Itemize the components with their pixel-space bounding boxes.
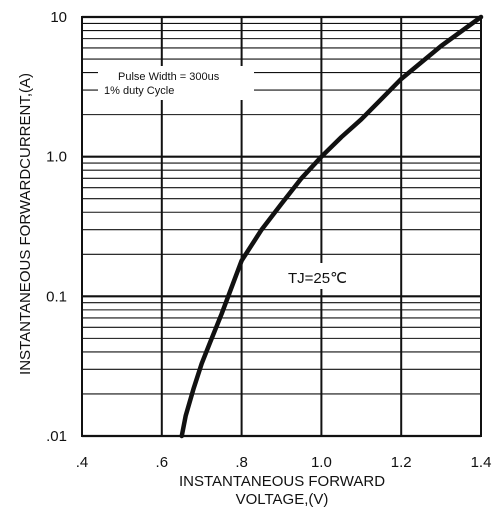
temperature-note-box — [274, 263, 366, 289]
temperature-label: TJ=25℃ — [288, 270, 347, 287]
x-tick-label: 1.4 — [471, 454, 492, 471]
x-tick-label: .6 — [156, 454, 169, 471]
curve-layer — [179, 14, 484, 439]
x-axis-title-line-2: VOLTAGE,(V) — [236, 491, 329, 508]
grid — [81, 15, 482, 438]
y-tick-label: 1.0 — [46, 149, 67, 166]
y-axis-title: INSTANTANEOUS FORWARDCURRENT,(A) — [17, 73, 34, 375]
x-tick-label: 1.0 — [311, 454, 332, 471]
forward-current-curve — [179, 14, 484, 439]
conditions-note: Pulse Width = 300us 1% duty Cycle — [98, 66, 254, 100]
x-axis-title-line-1: INSTANTANEOUS FORWARD — [179, 473, 385, 490]
y-tick-label: 10 — [50, 9, 67, 26]
temperature-note: TJ=25℃ — [274, 263, 366, 289]
y-tick-label: .01 — [46, 428, 67, 445]
x-tick-label: .8 — [235, 454, 248, 471]
x-tick-labels: .4 .6 .8 1.0 1.2 1.4 — [76, 454, 492, 471]
y-tick-labels: .01 0.1 1.0 10 — [46, 9, 67, 445]
y-tick-label: 0.1 — [46, 288, 67, 305]
x-tick-label: 1.2 — [391, 454, 412, 471]
pulse-width-text: Pulse Width = 300us — [118, 71, 220, 83]
duty-cycle-text: 1% duty Cycle — [104, 85, 174, 97]
plot-frame — [81, 16, 482, 437]
conditions-note-box — [98, 66, 254, 100]
x-tick-label: .4 — [76, 454, 89, 471]
